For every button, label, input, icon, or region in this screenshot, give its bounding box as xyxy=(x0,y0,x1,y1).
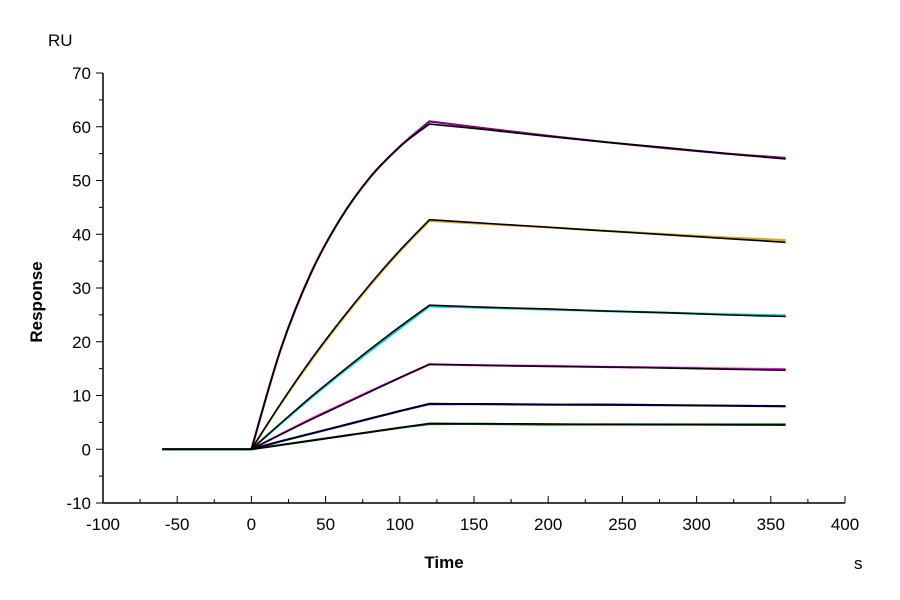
y-axis-title: Response xyxy=(27,261,46,342)
data-curve-3 xyxy=(162,305,786,451)
axes: -100 -50 0 50 100 150 200 250 300 350 400-10010203… xyxy=(66,64,859,534)
x-tick-label: 250 xyxy=(608,515,636,534)
fit-curve-5 xyxy=(162,402,786,451)
y-tick-label: 0 xyxy=(82,440,91,459)
x-tick-label: 350 xyxy=(757,515,785,534)
y-tick-label: 50 xyxy=(72,172,91,191)
data-curve-1 xyxy=(162,120,786,451)
x-axis-title: Time xyxy=(424,553,463,572)
fit-curve-4 xyxy=(162,363,786,451)
fit-curve-1 xyxy=(162,123,786,451)
y-tick-label: 10 xyxy=(72,387,91,406)
x-tick-label: 0 xyxy=(247,515,256,534)
y-tick-label: 70 xyxy=(72,64,91,83)
x-unit-label: s xyxy=(854,554,863,573)
x-tick-label: 100 xyxy=(386,515,414,534)
data-curve-2 xyxy=(162,219,786,451)
x-tick-label: -100 xyxy=(86,515,120,534)
fit-curve-6 xyxy=(162,422,786,451)
y-tick-label: -10 xyxy=(66,494,91,513)
x-tick-label: 150 xyxy=(460,515,488,534)
x-tick-label: -50 xyxy=(165,515,190,534)
fit-curve-3 xyxy=(162,304,786,451)
x-tick-label: 400 xyxy=(831,515,859,534)
x-tick-label: 300 xyxy=(682,515,710,534)
curves xyxy=(162,120,786,451)
fit-curve-2 xyxy=(162,218,786,451)
y-tick-label: 20 xyxy=(72,333,91,352)
y-tick-label: 60 xyxy=(72,118,91,137)
x-tick-label: 50 xyxy=(316,515,335,534)
y-tick-label: 30 xyxy=(72,279,91,298)
y-tick-label: 40 xyxy=(72,225,91,244)
x-tick-label: 200 xyxy=(534,515,562,534)
y-unit-label: RU xyxy=(48,31,73,50)
